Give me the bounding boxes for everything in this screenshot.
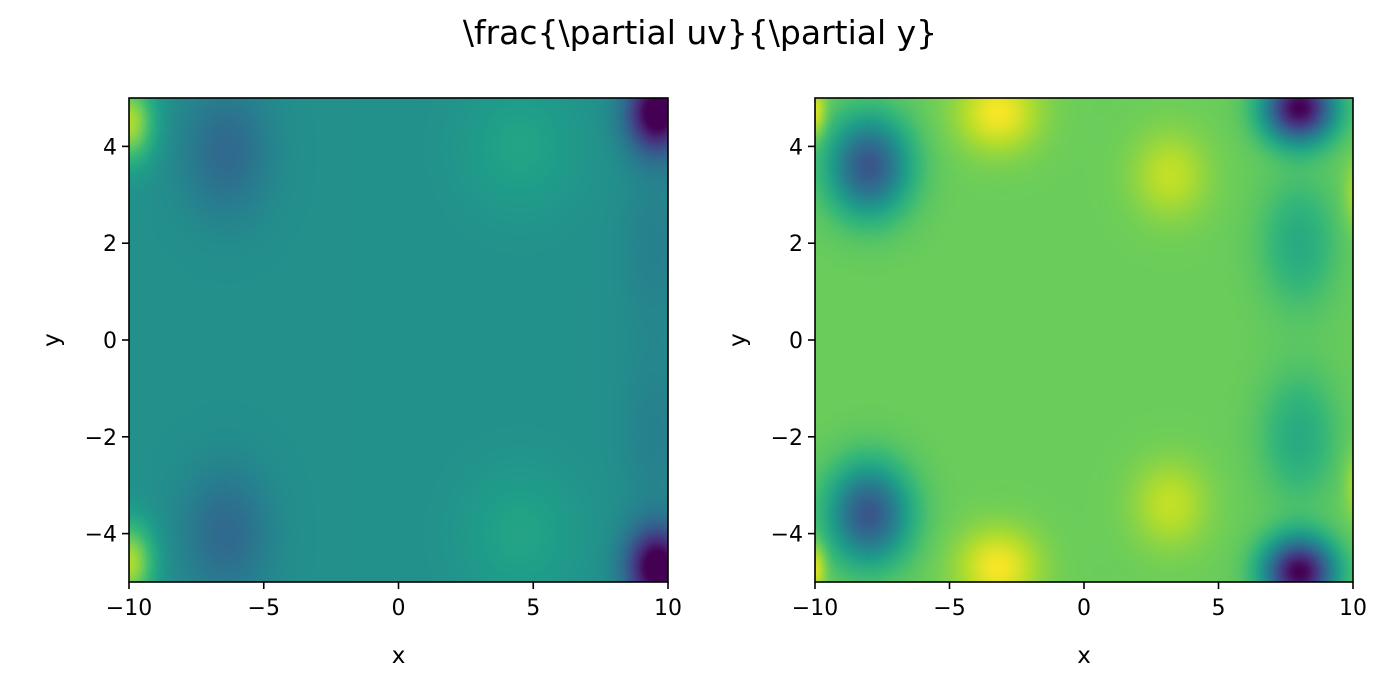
- x-tick-label-right: 0: [1077, 596, 1091, 621]
- y-tick-label-left: 4: [103, 135, 117, 160]
- x-tick-label-right: −10: [792, 596, 838, 621]
- x-tick-label-left: 5: [526, 596, 540, 621]
- x-tick-label-left: −10: [106, 596, 152, 621]
- y-axis-label-left: y: [39, 333, 65, 347]
- y-tick-label-right: 0: [789, 329, 803, 354]
- x-tick-label-left: −5: [248, 596, 280, 621]
- heatmap-image-left: [129, 98, 668, 582]
- y-tick-label-right: 2: [789, 232, 803, 257]
- y-tick-label-left: 2: [103, 232, 117, 257]
- y-tick-label-right: 4: [789, 135, 803, 160]
- heatmap-image-right: [815, 98, 1353, 582]
- x-axis-label-left: x: [392, 643, 406, 669]
- y-axis-label-right: y: [725, 333, 751, 347]
- y-tick-label-left: −4: [85, 523, 117, 548]
- x-tick-label-right: −5: [933, 596, 965, 621]
- y-tick-label-left: −2: [85, 426, 117, 451]
- heatmap-panel-right: −10 −5 0 5 10 −4 −2 0 2 4 x y: [725, 97, 1367, 669]
- heatmap-panel-left: −10 −5 0 5 10 −4 −2 0 2 4 x y: [39, 97, 682, 669]
- y-tick-label-right: −4: [771, 523, 803, 548]
- y-tick-label-left: 0: [103, 329, 117, 354]
- x-axis-label-right: x: [1077, 643, 1091, 669]
- x-tick-label-right: 10: [1339, 596, 1367, 621]
- x-tick-label-right: 5: [1212, 596, 1226, 621]
- figure-suptitle: \frac{\partial uv}{\partial y}: [462, 13, 938, 52]
- x-tick-label-left: 0: [392, 596, 406, 621]
- x-tick-label-left: 10: [654, 596, 682, 621]
- y-tick-label-right: −2: [771, 426, 803, 451]
